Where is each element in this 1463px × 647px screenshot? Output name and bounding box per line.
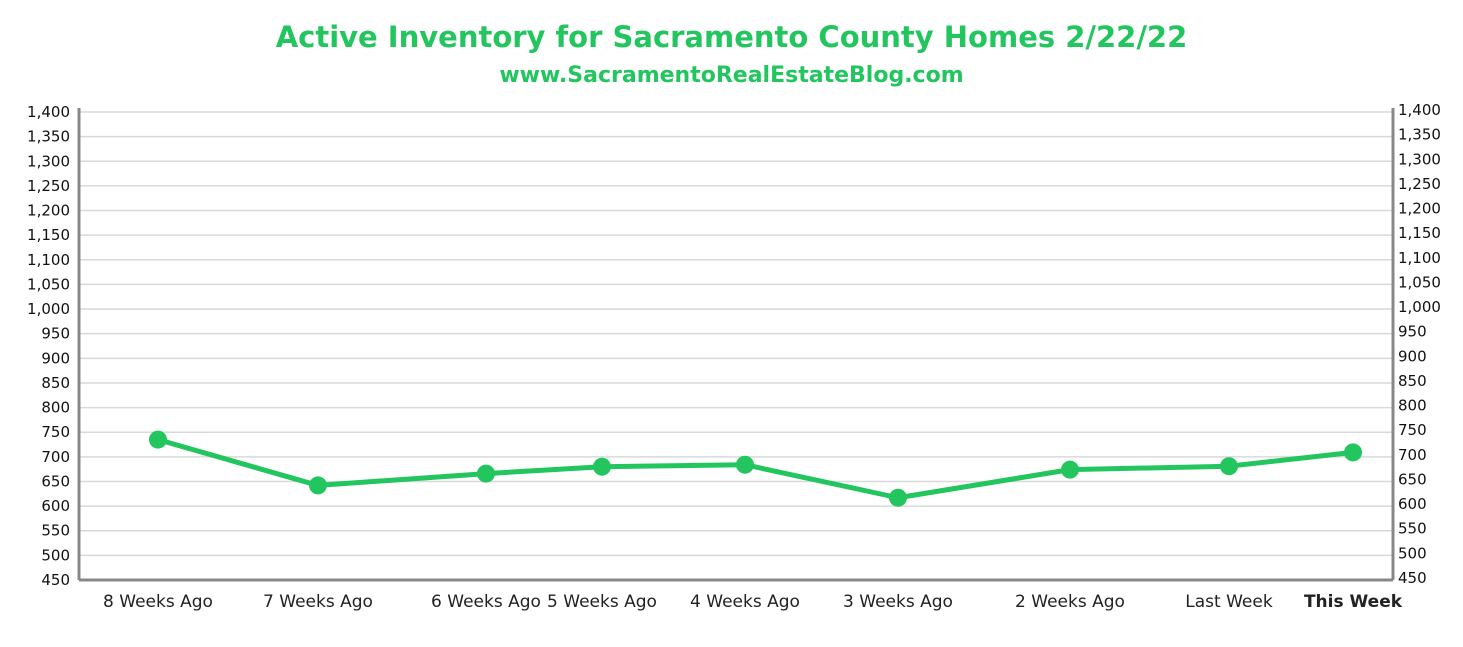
- y-tick-label-right: 1,200: [1398, 200, 1441, 218]
- y-tick-label-left: 1,200: [27, 202, 70, 220]
- y-tick-label-left: 1,050: [27, 275, 70, 293]
- y-tick-label-right: 1,000: [1398, 298, 1441, 316]
- y-tick-label-left: 600: [41, 497, 70, 515]
- y-tick-label-left: 700: [41, 448, 70, 466]
- x-tick-label: 7 Weeks Ago: [263, 592, 373, 612]
- y-tick-label-left: 500: [41, 546, 70, 564]
- y-tick-label-left: 800: [41, 399, 70, 417]
- y-tick-label-right: 850: [1398, 372, 1427, 390]
- chart-title: Active Inventory for Sacramento County H…: [275, 20, 1188, 54]
- y-tick-label-right: 950: [1398, 323, 1427, 341]
- y-tick-label-left: 550: [41, 522, 70, 540]
- y-tick-label-left: 1,300: [27, 152, 70, 170]
- data-point: [736, 455, 754, 474]
- y-tick-label-left: 1,100: [27, 251, 70, 269]
- y-tick-label-right: 600: [1398, 495, 1427, 513]
- x-tick-label: 2 Weeks Ago: [1015, 592, 1125, 612]
- y-tick-label-left: 1,250: [27, 177, 70, 195]
- y-tick-label-right: 1,150: [1398, 224, 1441, 242]
- data-point: [889, 488, 907, 507]
- y-tick-label-left: 1,150: [27, 226, 70, 244]
- y-tick-label-right: 500: [1398, 544, 1427, 562]
- y-tick-label-right: 1,400: [1398, 101, 1441, 119]
- x-tick-label: 3 Weeks Ago: [843, 592, 953, 612]
- y-tick-label-left: 1,000: [27, 300, 70, 318]
- y-tick-label-right: 1,250: [1398, 175, 1441, 193]
- y-tick-label-left: 1,400: [27, 103, 70, 121]
- data-point: [1344, 443, 1362, 462]
- y-tick-label-left: 650: [41, 472, 70, 490]
- series-line: [155, 437, 1356, 501]
- chart-subtitle: www.SacramentoRealEstateBlog.com: [499, 63, 964, 88]
- x-tick-label: Last Week: [1185, 592, 1273, 612]
- data-point: [593, 457, 611, 476]
- x-tick-label: 5 Weeks Ago: [547, 592, 657, 612]
- y-tick-label-right: 750: [1398, 421, 1427, 439]
- y-tick-label-left: 950: [41, 325, 70, 343]
- y-tick-label-right: 1,100: [1398, 249, 1441, 267]
- y-tick-label-left: 900: [41, 349, 70, 367]
- data-point: [309, 476, 327, 495]
- data-point: [1220, 457, 1238, 476]
- x-tick-label: 6 Weeks Ago: [431, 592, 541, 612]
- y-tick-label-right: 450: [1398, 569, 1427, 587]
- y-tick-label-right: 800: [1398, 397, 1427, 415]
- y-tick-label-right: 900: [1398, 347, 1427, 365]
- y-tick-label-right: 550: [1398, 520, 1427, 538]
- y-tick-label-left: 1,350: [27, 128, 70, 146]
- x-tick-label: This Week: [1304, 592, 1403, 612]
- data-point: [149, 430, 167, 449]
- x-tick-label: 4 Weeks Ago: [690, 592, 800, 612]
- y-tick-label-right: 1,300: [1398, 150, 1441, 168]
- data-point: [1061, 460, 1079, 479]
- y-tick-label-right: 1,050: [1398, 273, 1441, 291]
- y-tick-label-left: 750: [41, 423, 70, 441]
- data-point: [477, 464, 495, 483]
- y-tick-label-right: 1,350: [1398, 126, 1441, 144]
- y-tick-label-left: 450: [41, 571, 70, 589]
- y-tick-label-right: 650: [1398, 470, 1427, 488]
- y-tick-label-left: 850: [41, 374, 70, 392]
- x-tick-label: 8 Weeks Ago: [103, 592, 213, 612]
- y-tick-label-right: 700: [1398, 446, 1427, 464]
